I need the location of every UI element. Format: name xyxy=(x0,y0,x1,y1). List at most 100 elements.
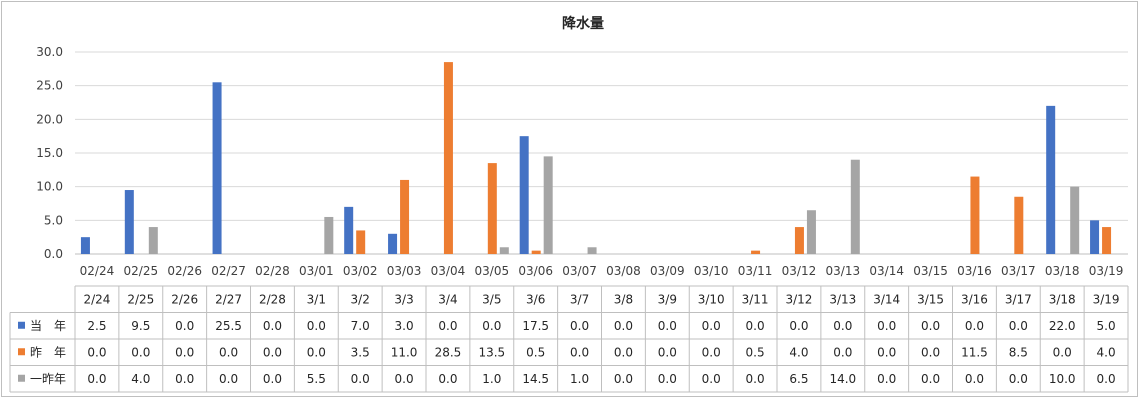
x-tick-label: 03/01 xyxy=(299,264,334,278)
legend-label: 昨 年 xyxy=(30,345,66,359)
table-header-cell: 3/4 xyxy=(438,292,457,306)
bar xyxy=(1070,186,1080,254)
bar xyxy=(212,82,222,254)
bar xyxy=(531,250,541,254)
x-tick-label: 03/13 xyxy=(826,264,861,278)
table-value-cell: 0.0 xyxy=(570,319,589,333)
table-value-cell: 25.5 xyxy=(215,319,242,333)
legend-label: 一昨年 xyxy=(30,372,66,386)
table-value-cell: 0.0 xyxy=(877,372,896,386)
table-value-cell: 0.0 xyxy=(658,345,677,359)
x-tick-label: 03/03 xyxy=(387,264,422,278)
data-table: 2/24 2/25 2/26 2/27 2/28 3/1 3/2 3/3 3/4 3/5 3/6 3/… xyxy=(9,285,1129,393)
table-value-cell: 0.0 xyxy=(175,319,194,333)
x-tick-label: 03/14 xyxy=(869,264,904,278)
table-header-cell: 3/17 xyxy=(1005,292,1032,306)
table-value-cell: 0.0 xyxy=(877,345,896,359)
x-tick-label: 03/08 xyxy=(606,264,641,278)
table-value-cell: 0.0 xyxy=(1009,319,1028,333)
table-value-cell: 3.0 xyxy=(395,319,414,333)
table-value-cell: 4.0 xyxy=(131,372,150,386)
table-header-cell: 3/5 xyxy=(482,292,501,306)
table-header-cell: 3/1 xyxy=(307,292,326,306)
table-value-cell: 13.5 xyxy=(478,345,505,359)
table-value-cell: 0.0 xyxy=(175,372,194,386)
table-value-cell: 11.0 xyxy=(391,345,418,359)
table-header-cell: 3/7 xyxy=(570,292,589,306)
table-value-cell: 0.0 xyxy=(658,372,677,386)
table-value-cell: 0.0 xyxy=(921,319,940,333)
table-header-cell: 2/28 xyxy=(259,292,286,306)
table-value-cell: 0.0 xyxy=(395,372,414,386)
table-value-cell: 8.5 xyxy=(1009,345,1028,359)
x-tick-label: 03/17 xyxy=(1001,264,1036,278)
table-header-cell: 3/19 xyxy=(1093,292,1120,306)
legend-key xyxy=(18,348,25,356)
table-value-cell: 0.0 xyxy=(263,345,282,359)
table-value-cell: 1.0 xyxy=(482,372,501,386)
table-value-cell: 0.0 xyxy=(87,345,106,359)
table-header-cell: 3/13 xyxy=(829,292,856,306)
table-header-cell: 3/18 xyxy=(1049,292,1076,306)
bar xyxy=(443,62,453,254)
table-value-cell: 17.5 xyxy=(522,319,549,333)
x-tick-label: 03/02 xyxy=(343,264,378,278)
table-value-cell: 0.0 xyxy=(921,372,940,386)
table-value-cell: 0.0 xyxy=(263,372,282,386)
table-value-cell: 0.0 xyxy=(87,372,106,386)
bar xyxy=(1090,220,1100,254)
grid-lines xyxy=(75,51,1128,221)
legend-label: 当 年 xyxy=(30,319,66,333)
table-value-cell: 0.0 xyxy=(219,345,238,359)
table-value-cell: 0.0 xyxy=(1097,372,1116,386)
table-value-cell: 0.0 xyxy=(1053,345,1072,359)
bar xyxy=(794,227,804,254)
table-value-cell: 0.0 xyxy=(965,319,984,333)
x-tick-label: 03/15 xyxy=(913,264,948,278)
table-header-cell: 3/8 xyxy=(614,292,633,306)
bar xyxy=(751,250,761,254)
table-header-cell: 2/27 xyxy=(215,292,242,306)
table-value-cell: 7.0 xyxy=(351,319,370,333)
bar xyxy=(1046,105,1056,254)
x-tick-label: 03/10 xyxy=(694,264,729,278)
table-value-cell: 6.5 xyxy=(789,372,808,386)
x-tick-label: 03/18 xyxy=(1045,264,1080,278)
table-header-cell: 3/9 xyxy=(658,292,677,306)
bar xyxy=(499,247,509,254)
table-value-cell: 0.5 xyxy=(526,345,545,359)
table-value-cell: 0.0 xyxy=(658,319,677,333)
bar xyxy=(344,206,354,254)
table-value-cell: 0.0 xyxy=(351,372,370,386)
table-value-cell: 0.0 xyxy=(307,345,326,359)
x-tick-label: 03/12 xyxy=(782,264,817,278)
bar xyxy=(487,163,497,254)
table-value-cell: 28.5 xyxy=(435,345,462,359)
table-value-cell: 5.5 xyxy=(307,372,326,386)
chart-title: 降水量 xyxy=(562,15,604,32)
table-header-cell: 2/26 xyxy=(171,292,198,306)
table-header-cell: 2/24 xyxy=(83,292,110,306)
table-value-cell: 14.0 xyxy=(829,372,856,386)
x-tick-label: 03/11 xyxy=(738,264,773,278)
table-value-cell: 0.0 xyxy=(263,319,282,333)
bar xyxy=(519,136,529,254)
bar xyxy=(324,216,334,254)
table-value-cell: 0.0 xyxy=(614,319,633,333)
bar xyxy=(124,190,134,254)
table-value-cell: 0.0 xyxy=(219,372,238,386)
x-tick-label: 02/28 xyxy=(255,264,290,278)
table-header-cell: 3/6 xyxy=(526,292,545,306)
y-tick-label: 30.0 xyxy=(36,45,63,59)
bar xyxy=(388,233,398,254)
x-axis: 02/24 02/25 02/26 02/27 02/28 03/01 03/02 03/03… xyxy=(80,264,1124,278)
table-header-cell: 3/12 xyxy=(785,292,812,306)
bar xyxy=(543,156,553,254)
x-tick-label: 03/16 xyxy=(957,264,992,278)
y-tick-label: 0.0 xyxy=(44,247,63,261)
table-value-cell: 22.0 xyxy=(1049,319,1076,333)
table-value-cell: 0.0 xyxy=(702,319,721,333)
table-value-cell: 1.0 xyxy=(570,372,589,386)
table-value-cell: 0.0 xyxy=(921,345,940,359)
